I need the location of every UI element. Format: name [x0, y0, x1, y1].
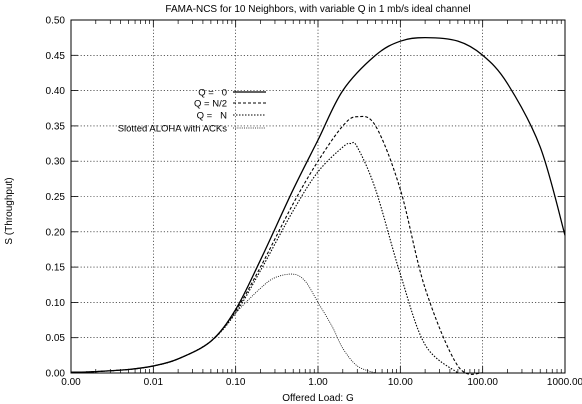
legend: Q = 0Q = N/2Q = N Slotted ALOHA with ACKs	[118, 88, 266, 135]
series-line-2	[70, 115, 483, 375]
y-tick-label: 0.30	[46, 157, 66, 168]
y-axis: 0.00 0.05 0.10 0.15 0.20 0.25 0.30 0.35 0.40 0.45…	[46, 16, 565, 380]
x-tick-label: 0.01	[144, 377, 164, 388]
x-tick-label: 1.00	[308, 377, 328, 388]
legend-label-1: Q = 0	[198, 88, 227, 99]
y-tick-label: 0.00	[46, 369, 66, 380]
x-tick-label: 100.00	[467, 377, 498, 388]
y-tick-label: 0.50	[46, 16, 66, 27]
legend-label-3: Q = N	[197, 111, 227, 122]
y-tick-label: 0.20	[46, 227, 66, 238]
x-tick-label: 10.00	[388, 377, 413, 388]
y-tick-label: 0.05	[46, 333, 66, 344]
y-axis-label: S (Throughput)	[4, 177, 15, 244]
y-tick-label: 0.15	[46, 263, 66, 274]
y-tick-label: 0.40	[46, 86, 66, 97]
x-tick-label: 0.10	[226, 377, 246, 388]
legend-label-4: Slotted ALOHA with ACKs	[118, 124, 228, 135]
y-tick-label: 0.35	[46, 121, 66, 132]
x-axis-label: Offered Load: G	[282, 393, 354, 404]
y-tick-label: 0.45	[46, 51, 66, 62]
x-axis: 0.00 0.01 0.10 1.00 10.00 100.00 1000.00	[61, 20, 582, 388]
y-tick-label: 0.25	[46, 192, 66, 203]
y-tick-label: 0.10	[46, 298, 66, 309]
series-line-3	[70, 141, 459, 374]
grid	[71, 20, 565, 373]
x-tick-label: 1000.00	[547, 377, 582, 388]
legend-label-2: Q = N/2	[194, 99, 227, 110]
chart-title: FAMA-NCS for 10 Neighbors, with variable…	[165, 4, 470, 15]
series-line-4	[70, 273, 376, 374]
x-tick-label: 0.00	[61, 377, 81, 388]
series-layer	[70, 37, 566, 375]
